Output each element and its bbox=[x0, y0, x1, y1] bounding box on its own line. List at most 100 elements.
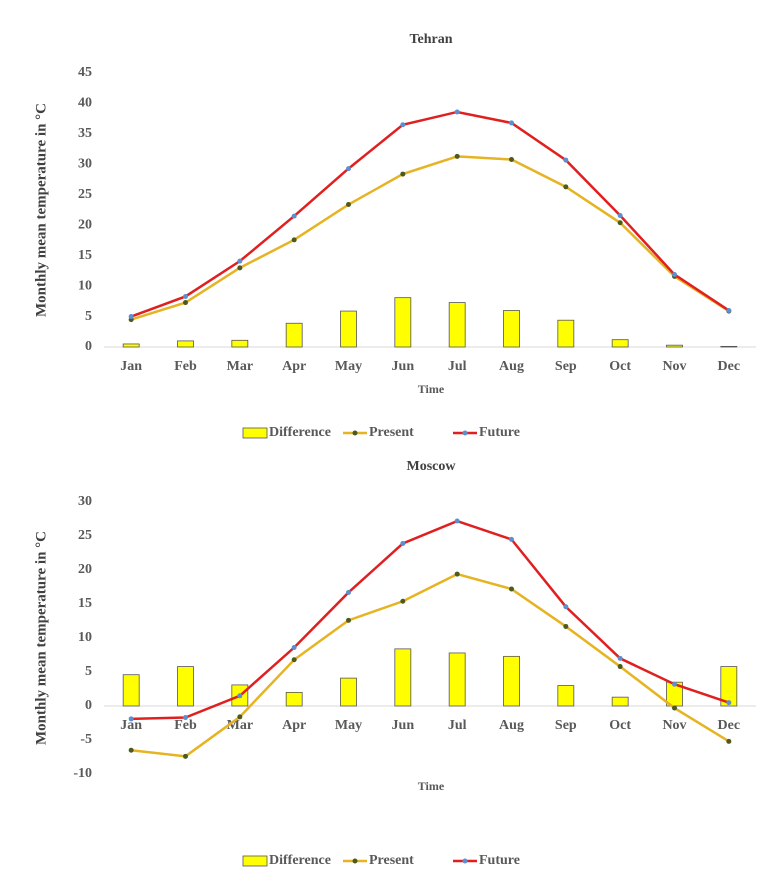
bar bbox=[394, 648, 412, 707]
bar bbox=[231, 339, 249, 348]
marker bbox=[237, 693, 243, 699]
x-tick-label: Oct bbox=[609, 359, 631, 374]
line bbox=[131, 519, 730, 721]
x-tick-label: Jun bbox=[392, 718, 415, 733]
marker bbox=[237, 265, 243, 271]
y-tick-label: 20 bbox=[78, 562, 92, 577]
y-tick-label: 5 bbox=[85, 664, 92, 679]
marker bbox=[454, 518, 460, 524]
marker bbox=[672, 705, 677, 711]
marker bbox=[617, 212, 623, 218]
marker bbox=[237, 258, 243, 264]
marker bbox=[563, 623, 569, 629]
marker bbox=[400, 122, 406, 128]
x-tick-label: Jan bbox=[120, 718, 142, 733]
bar bbox=[611, 339, 629, 348]
bar bbox=[503, 310, 520, 348]
y-tick-label: 10 bbox=[78, 278, 92, 293]
x-tick-label: Mar bbox=[227, 359, 253, 374]
legend-label: Future bbox=[479, 853, 520, 868]
marker bbox=[183, 300, 188, 306]
marker bbox=[237, 714, 243, 720]
y-tick-label: -5 bbox=[80, 732, 92, 747]
y-tick-label: 15 bbox=[78, 248, 92, 263]
y-tick-label: 5 bbox=[85, 309, 92, 324]
x-tick-label: May bbox=[335, 718, 362, 733]
marker bbox=[183, 753, 188, 759]
x-tick-label: May bbox=[335, 359, 362, 374]
marker bbox=[617, 220, 623, 226]
marker bbox=[726, 738, 732, 744]
x-tick-label: Nov bbox=[662, 718, 686, 733]
y-tick-label: 35 bbox=[78, 126, 92, 141]
legend-marker bbox=[462, 430, 468, 436]
marker bbox=[509, 536, 514, 542]
bar bbox=[666, 344, 683, 348]
bar bbox=[394, 297, 412, 348]
marker bbox=[672, 681, 677, 687]
bar bbox=[557, 685, 575, 707]
bar bbox=[177, 340, 194, 348]
marker bbox=[183, 293, 188, 299]
bar bbox=[557, 319, 575, 348]
x-axis-label: Time bbox=[418, 779, 445, 793]
y-tick-label: 30 bbox=[78, 494, 92, 509]
marker bbox=[346, 166, 351, 172]
y-tick-label: 0 bbox=[85, 698, 92, 713]
y-axis-label: Monthly mean temperature in °C bbox=[33, 531, 49, 745]
x-tick-label: Dec bbox=[718, 359, 741, 374]
marker bbox=[509, 156, 514, 162]
marker bbox=[346, 617, 351, 623]
marker bbox=[346, 589, 351, 595]
legend-label: Difference bbox=[269, 425, 331, 440]
bar bbox=[611, 696, 629, 707]
marker bbox=[563, 604, 569, 610]
legend-label: Present bbox=[369, 425, 414, 440]
marker bbox=[183, 715, 188, 721]
legend-marker bbox=[352, 430, 358, 436]
x-tick-label: Aug bbox=[499, 359, 524, 374]
marker bbox=[726, 700, 732, 706]
y-tick-label: 45 bbox=[78, 65, 92, 80]
bar bbox=[340, 677, 357, 707]
bar bbox=[177, 666, 194, 707]
y-tick-label: 40 bbox=[78, 96, 92, 111]
legend-label: Present bbox=[369, 853, 414, 868]
x-tick-label: Apr bbox=[282, 718, 306, 733]
bar bbox=[448, 652, 466, 707]
marker bbox=[400, 540, 406, 546]
bar bbox=[503, 655, 520, 707]
bar bbox=[285, 692, 303, 707]
marker bbox=[400, 598, 406, 604]
bar bbox=[285, 322, 303, 348]
x-tick-label: Jun bbox=[392, 359, 415, 374]
x-tick-label: Sep bbox=[555, 359, 577, 374]
x-tick-label: Aug bbox=[499, 718, 524, 733]
x-tick-label: Apr bbox=[282, 359, 306, 374]
y-tick-label: 20 bbox=[78, 217, 92, 232]
bar bbox=[720, 345, 738, 348]
marker bbox=[617, 655, 623, 661]
chart-title: Tehran bbox=[409, 32, 452, 47]
marker bbox=[291, 645, 297, 651]
legend-label: Difference bbox=[269, 853, 331, 868]
y-tick-label: -10 bbox=[73, 766, 92, 781]
marker bbox=[128, 716, 134, 722]
x-tick-label: Oct bbox=[609, 718, 631, 733]
marker bbox=[509, 120, 514, 126]
marker bbox=[454, 153, 460, 159]
x-tick-label: Nov bbox=[662, 359, 686, 374]
y-axis-label: Monthly mean temperature in °C bbox=[33, 103, 49, 317]
marker bbox=[454, 571, 460, 577]
y-tick-label: 25 bbox=[78, 187, 92, 202]
marker bbox=[563, 184, 569, 190]
legend-marker bbox=[462, 858, 468, 864]
marker bbox=[346, 202, 351, 208]
x-tick-label: Feb bbox=[174, 718, 197, 733]
x-tick-label: Jan bbox=[120, 359, 142, 374]
marker bbox=[563, 157, 569, 163]
marker bbox=[291, 213, 297, 219]
bar bbox=[122, 674, 140, 707]
bar bbox=[340, 310, 357, 348]
